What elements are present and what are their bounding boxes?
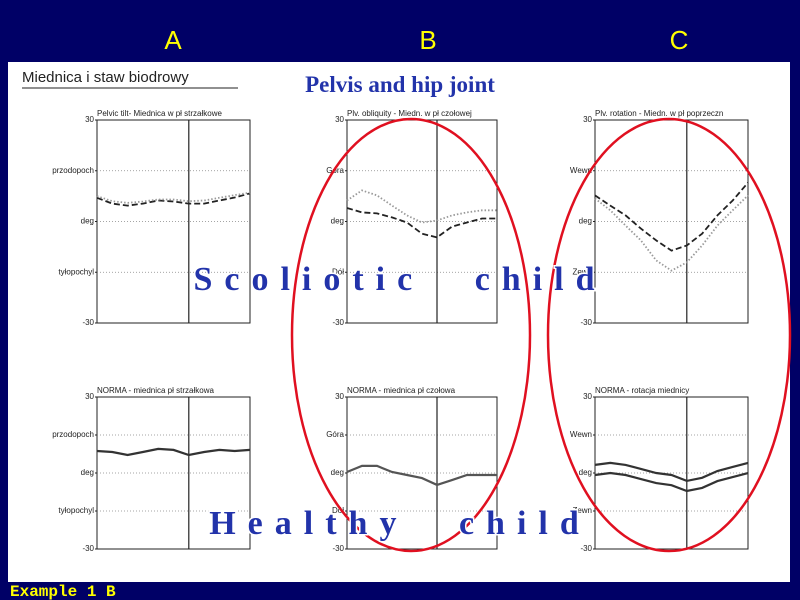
y-tick-label: tyłopochyl: [58, 267, 94, 276]
panel: [8, 62, 790, 582]
chart-title: Pelvic tilt- Miednica w pł strzałkowe: [97, 109, 222, 118]
y-tick-label: Zewn: [572, 267, 592, 276]
series-line: [346, 464, 497, 487]
y-tick-label: przodopoch: [52, 166, 94, 175]
y-tick-label: -30: [332, 318, 344, 327]
y-tick-label: -30: [580, 544, 592, 553]
y-tick-label: deg: [579, 468, 592, 477]
slide-title: Miednica i staw biodrowy: [22, 69, 189, 86]
y-tick-label: deg: [331, 468, 344, 477]
chart-title: Plv. rotation - Miedn. w pł poprzeczn: [595, 109, 723, 118]
y-tick-label: -30: [82, 544, 94, 553]
column-label: B: [419, 25, 436, 55]
slide-subtitle: Pelvis and hip joint: [305, 72, 495, 97]
y-tick-label: 30: [85, 392, 94, 401]
series-line: [96, 191, 251, 204]
y-tick-label: 30: [583, 115, 592, 124]
y-tick-label: Zewn: [572, 506, 592, 515]
y-tick-label: przodopoch: [52, 430, 94, 439]
y-tick-label: Góra: [326, 430, 344, 439]
series-line: [594, 182, 749, 252]
chart-title: NORMA - miednica pł strzałkowa: [97, 386, 214, 395]
group-label: Scoliotic child: [193, 261, 606, 298]
series-line: [96, 447, 251, 457]
y-tick-label: deg: [579, 217, 592, 226]
y-tick-label: Dół: [332, 267, 344, 276]
footer: Example 1 B: [10, 583, 116, 600]
charts: Pelvic tilt- Miednica w pł strzałkowe -30…: [52, 109, 749, 553]
y-tick-label: deg: [81, 217, 94, 226]
chart-title: NORMA - miednica pł czołowa: [347, 386, 456, 395]
series-line: [96, 192, 251, 207]
y-tick-label: Dół: [332, 506, 344, 515]
column-label: A: [164, 25, 182, 55]
series-line: [594, 194, 749, 272]
column-label: C: [670, 25, 689, 55]
y-tick-label: deg: [81, 468, 94, 477]
chart-title: Plv. obliquity - Miedn. w pł czołowej: [347, 109, 472, 118]
series-line: [346, 189, 497, 224]
y-tick-label: deg: [331, 217, 344, 226]
y-tick-label: 30: [335, 392, 344, 401]
series-line: [346, 207, 497, 239]
y-tick-label: Wewn: [570, 166, 592, 175]
group-label: Healthy child: [209, 505, 591, 542]
y-tick-label: tyłopochyl: [58, 506, 94, 515]
y-tick-label: 30: [335, 115, 344, 124]
series-line: [594, 461, 749, 483]
highlight-ellipse: [290, 117, 532, 553]
y-tick-label: 30: [85, 115, 94, 124]
series-line: [594, 471, 749, 493]
highlight-ellipse: [546, 117, 792, 553]
y-tick-label: -30: [82, 318, 94, 327]
chart-title: NORMA - rotacja miednicy: [595, 386, 689, 395]
y-tick-label: -30: [332, 544, 344, 553]
y-tick-label: 30: [583, 392, 592, 401]
y-tick-label: -30: [580, 318, 592, 327]
y-tick-label: Wewn: [570, 430, 592, 439]
